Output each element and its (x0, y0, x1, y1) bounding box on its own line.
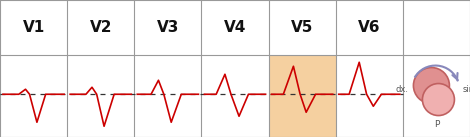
Bar (268, 55, 336, 137)
Circle shape (423, 84, 454, 115)
Text: V4: V4 (224, 20, 246, 35)
Text: V2: V2 (89, 20, 112, 35)
Circle shape (414, 68, 449, 104)
Text: V1: V1 (23, 20, 45, 35)
Text: P: P (434, 120, 439, 129)
Text: V3: V3 (157, 20, 179, 35)
Text: sin.: sin. (462, 85, 470, 94)
Text: dx.: dx. (395, 85, 408, 94)
Text: V6: V6 (358, 20, 381, 35)
Text: V5: V5 (291, 20, 313, 35)
